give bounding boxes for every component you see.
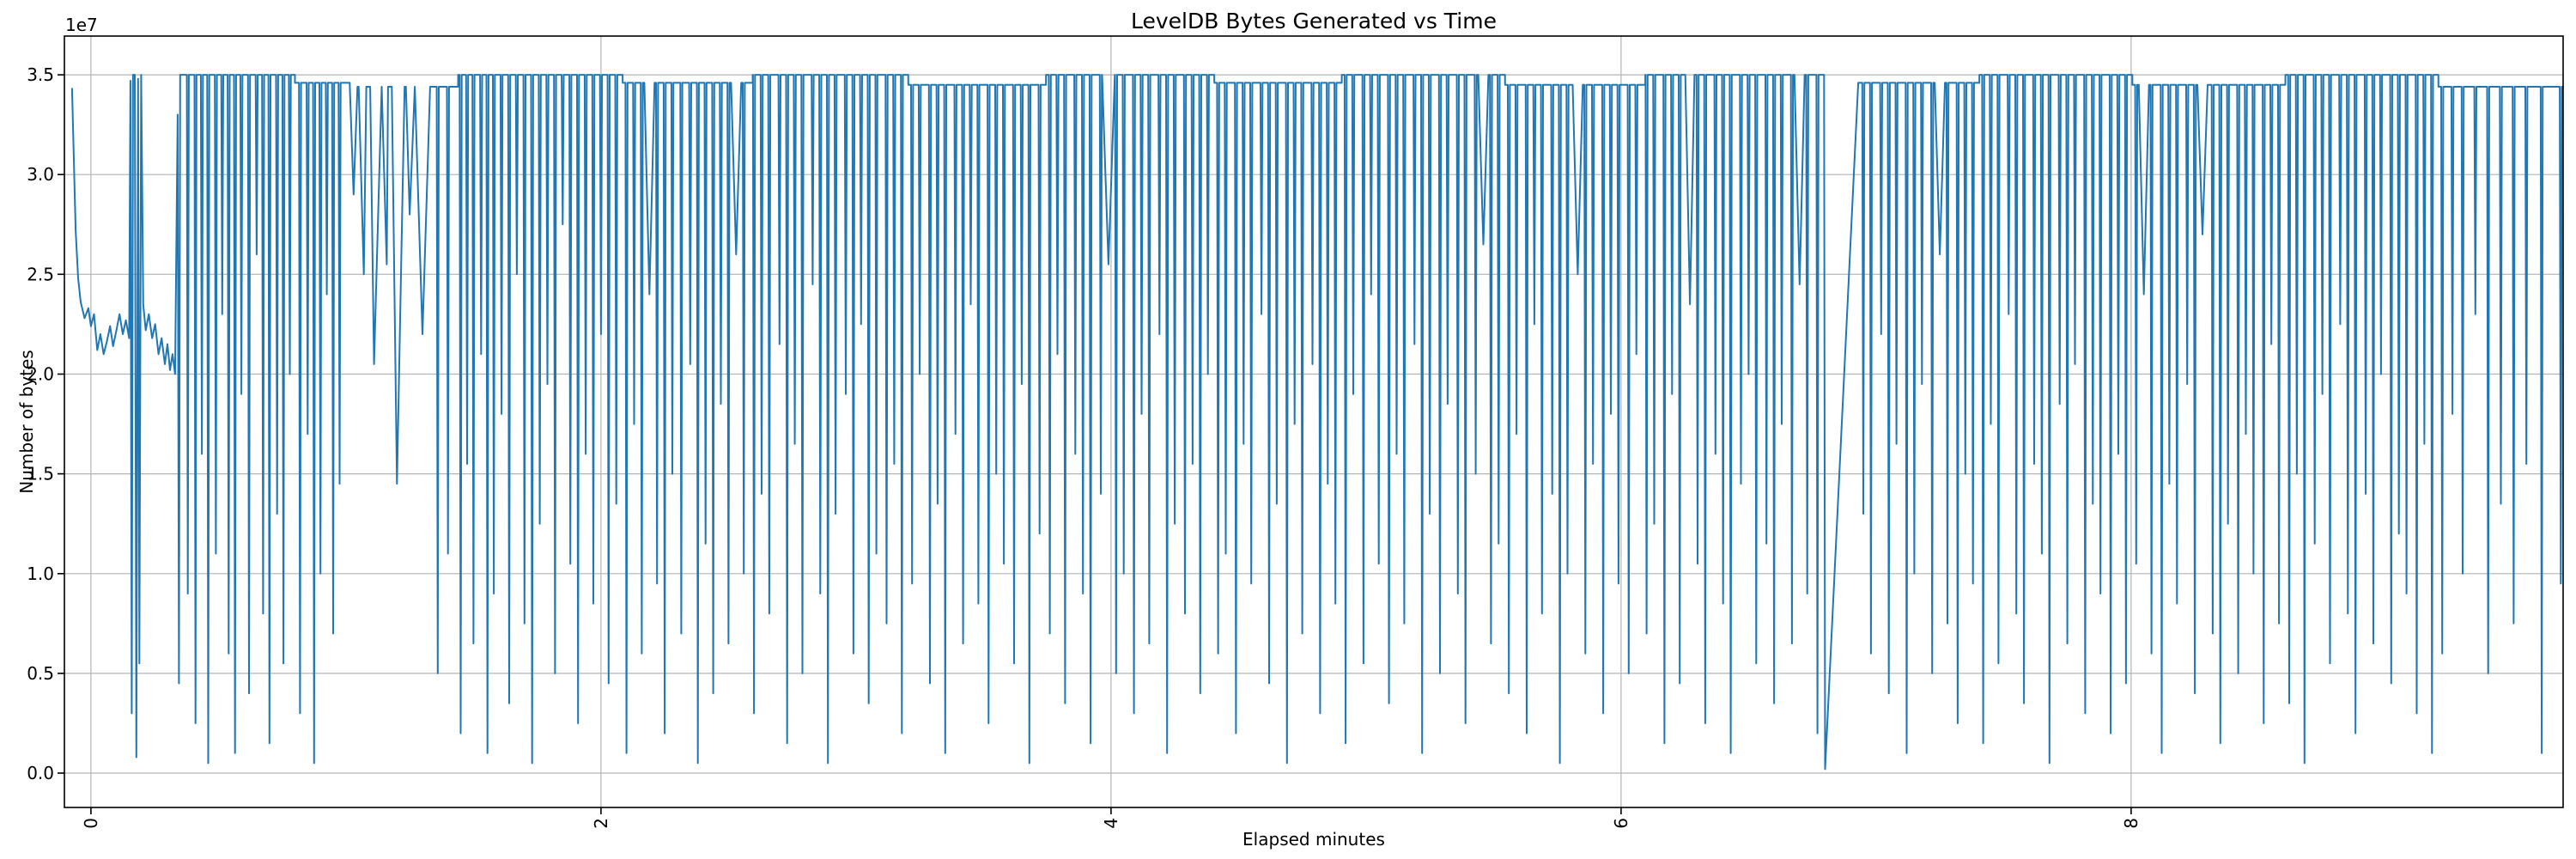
- y-tick-label: 0.5: [27, 663, 54, 684]
- tick-marks-and-labels: 0 2 4 6 8 0.0 0.5 1.0 1.5 2.0 2.5 3.0 3.5: [27, 64, 2142, 829]
- x-tick-label: 0: [81, 818, 101, 829]
- x-tick-label: 6: [1611, 818, 1631, 829]
- x-tick-label: 8: [2121, 818, 2142, 829]
- data-line-series: [70, 74, 2564, 771]
- y-tick-label: 0.0: [27, 763, 54, 783]
- x-tick-label: 4: [1101, 818, 1121, 829]
- x-axis-label: Elapsed minutes: [1242, 829, 1385, 850]
- data-series-layer: [70, 74, 2564, 771]
- y-axis-offset-text: 1e7: [65, 15, 98, 35]
- y-tick-label: 2.0: [27, 364, 54, 385]
- chart-title: LevelDB Bytes Generated vs Time: [1131, 9, 1497, 34]
- y-tick-label: 1.0: [27, 564, 54, 584]
- y-tick-label: 2.5: [27, 264, 54, 284]
- y-tick-label: 1.5: [27, 464, 54, 484]
- y-tick-label: 3.0: [27, 164, 54, 185]
- y-axis-label: Number of bytes: [16, 350, 37, 493]
- x-tick-label: 2: [591, 818, 611, 829]
- y-tick-label: 3.5: [27, 64, 54, 85]
- axes-spines: [64, 35, 2564, 808]
